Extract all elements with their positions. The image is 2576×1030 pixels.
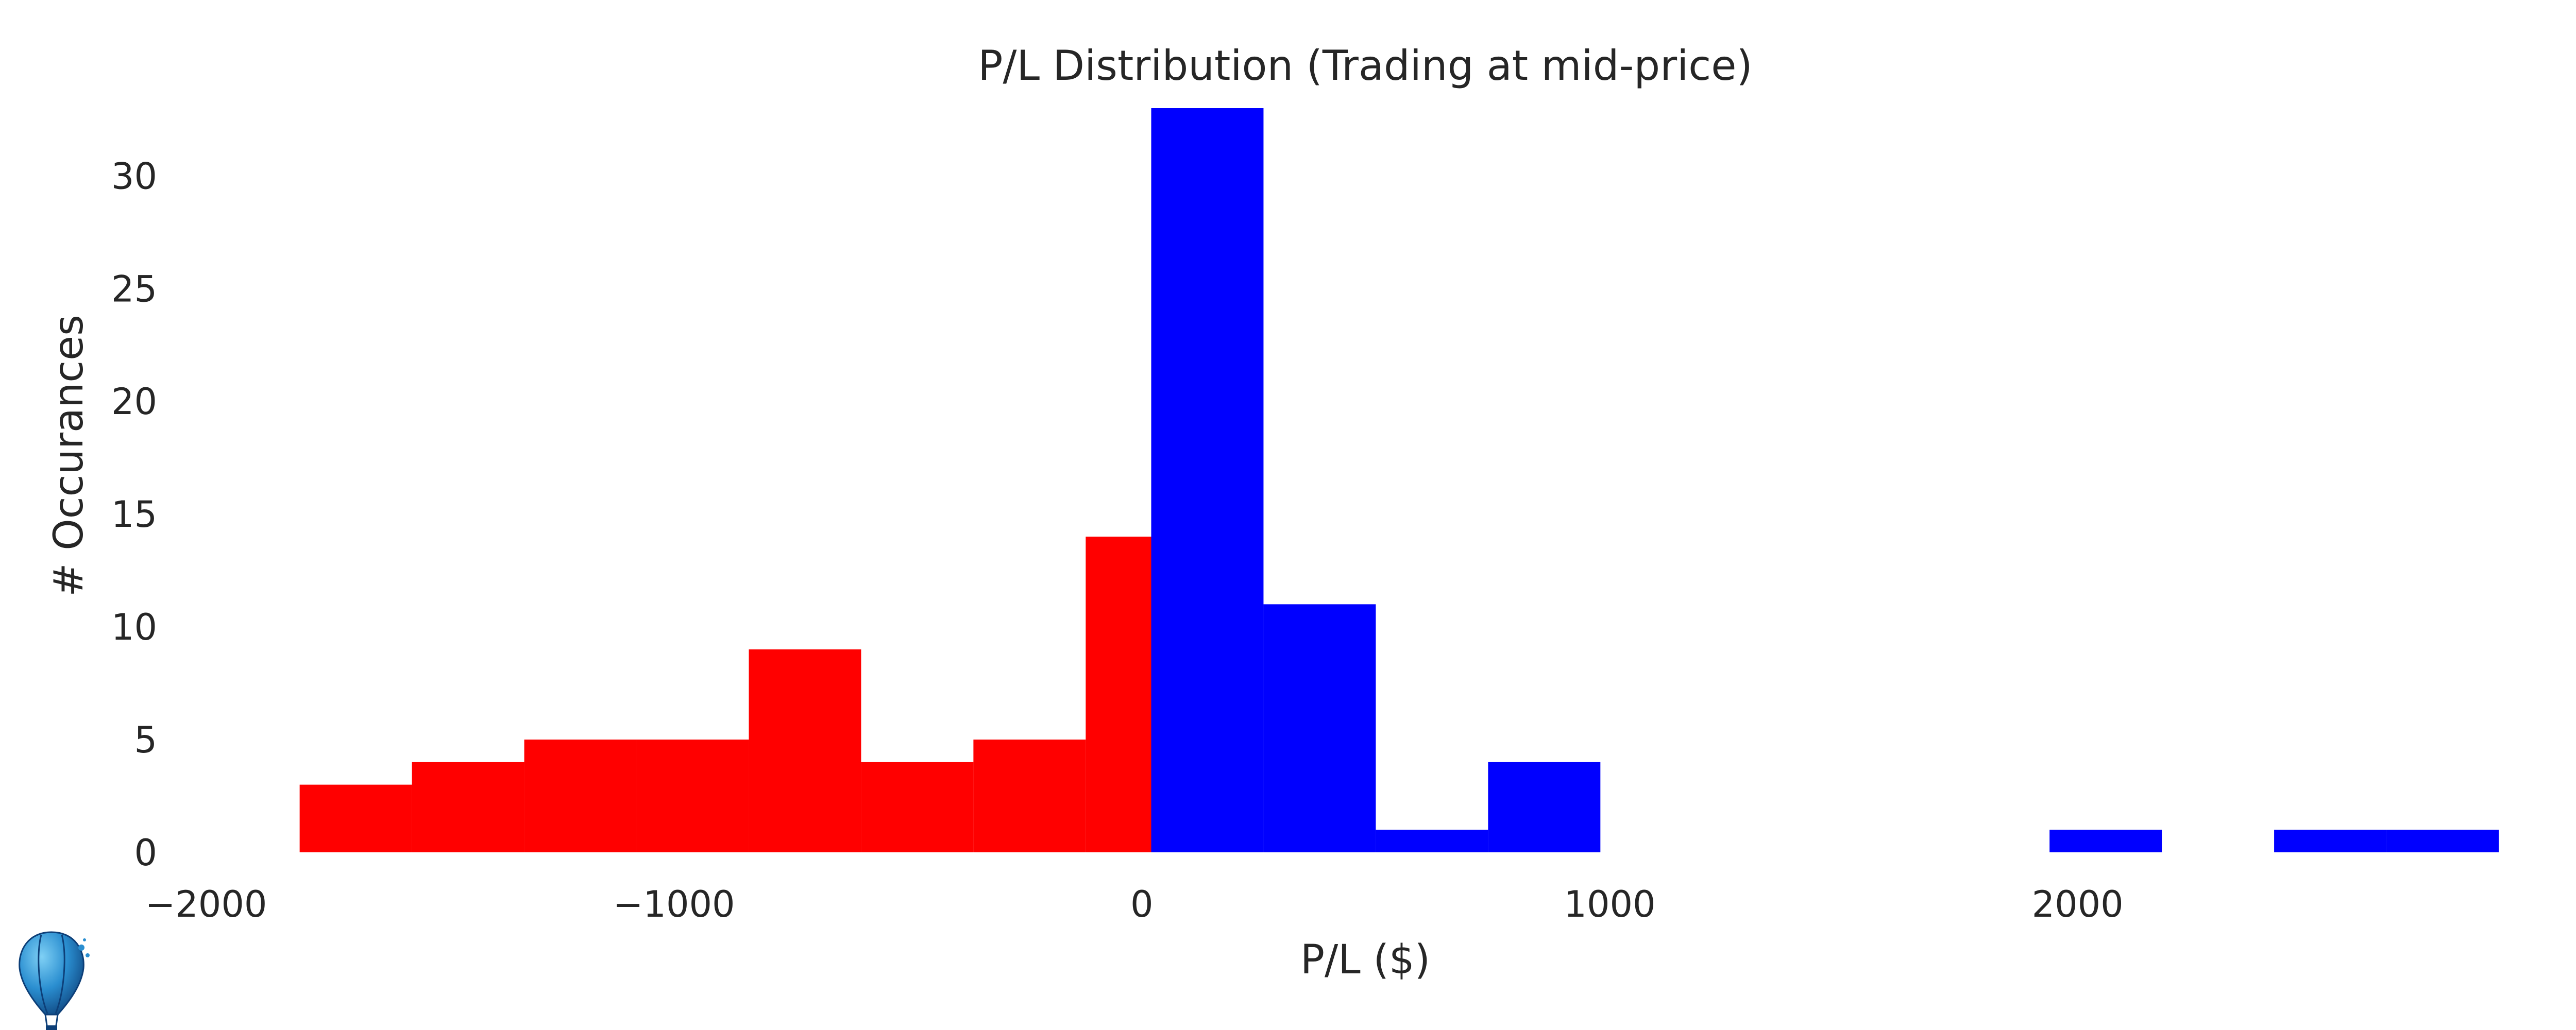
- y-tick-label: 0: [134, 832, 157, 874]
- histogram-bar: [861, 762, 974, 852]
- y-tick-label: 10: [111, 606, 157, 648]
- x-axis-ticks: −2000 −1000 0 1000 2000: [145, 883, 2124, 925]
- histogram-bar: [1263, 604, 1376, 852]
- y-tick-label: 25: [111, 268, 157, 310]
- histogram-bar: [973, 740, 1086, 852]
- y-tick-label: 30: [111, 155, 157, 197]
- x-tick-label: 1000: [1564, 883, 1655, 925]
- x-tick-label: −2000: [145, 883, 267, 925]
- y-tick-label: 20: [111, 381, 157, 423]
- histogram-bar: [1151, 108, 1264, 852]
- y-axis-label: # Occurances: [46, 315, 92, 597]
- histogram-bar: [1086, 536, 1151, 852]
- histogram-bar: [299, 784, 412, 852]
- y-tick-label: 15: [111, 493, 157, 536]
- histogram-bar: [2049, 830, 2162, 852]
- y-tick-label: 5: [134, 719, 157, 761]
- histogram-bar: [1488, 762, 1601, 852]
- histogram-bar: [2274, 830, 2387, 852]
- histogram-bar: [2386, 830, 2499, 852]
- plot-area: [299, 108, 2499, 852]
- x-tick-label: 0: [1130, 883, 1154, 925]
- histogram-bar: [636, 740, 749, 852]
- x-axis-label: P/L ($): [1300, 937, 1430, 983]
- chart-title: P/L Distribution (Trading at mid-price): [978, 42, 1752, 90]
- histogram-bar: [412, 762, 524, 852]
- histogram-bar: [524, 740, 637, 852]
- y-axis-ticks: 0 5 10 15 20 25 30: [111, 155, 157, 874]
- x-tick-label: −1000: [613, 883, 735, 925]
- x-tick-label: 2000: [2032, 883, 2124, 925]
- histogram-bar: [749, 649, 861, 852]
- hot-air-balloon-icon: [19, 931, 90, 1030]
- histogram-bar: [1376, 830, 1488, 852]
